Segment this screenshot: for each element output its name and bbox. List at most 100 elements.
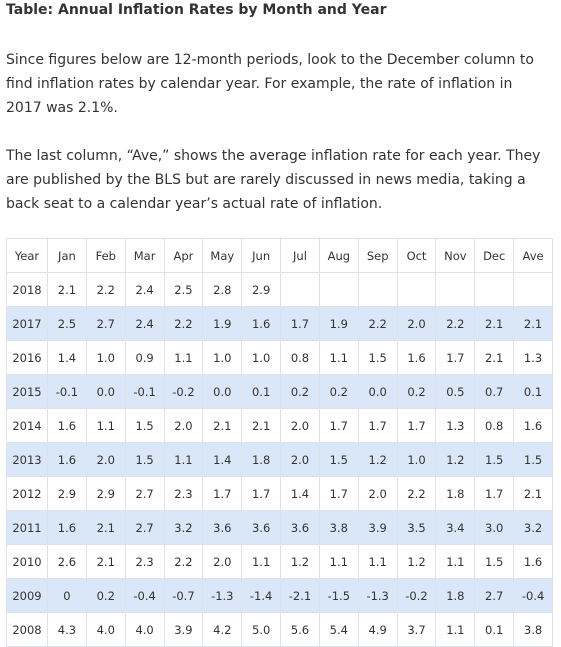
cell: 0.0 xyxy=(202,374,243,409)
cell: 1.7 xyxy=(280,306,320,341)
cell: 3.0 xyxy=(474,510,515,545)
cell: 0.2 xyxy=(280,374,320,409)
cell: 3.8 xyxy=(513,612,553,647)
column-header: Mar xyxy=(124,238,165,273)
cell: 1.5 xyxy=(357,340,398,375)
table-row: 2016 1.4 1.0 0.9 1.1 1.0 1.0 0.8 1.1 1.5 1.6 1.7 2.1… xyxy=(6,340,553,375)
cell: 2.0 xyxy=(396,306,437,341)
cell: 2.2 xyxy=(435,306,476,341)
paragraph: The last column, “Ave,” shows the averag… xyxy=(6,148,541,212)
cell: 1.0 xyxy=(241,340,282,375)
cell: -0.2 xyxy=(163,374,204,409)
cell: 2.4 xyxy=(124,306,165,341)
cell: 0.0 xyxy=(85,374,126,409)
cell: 2.2 xyxy=(163,306,204,341)
cell: 1.0 xyxy=(202,340,243,375)
empty-cell xyxy=(357,272,398,307)
cell: 3.6 xyxy=(280,510,320,545)
cell: 0.2 xyxy=(85,578,126,613)
empty-cell xyxy=(396,272,437,307)
table-row: 2011 1.6 2.1 2.7 3.2 3.6 3.6 3.6 3.8 3.9 3.5 3.4 3.0… xyxy=(6,510,553,545)
cell: 1.5 xyxy=(474,442,515,477)
empty-cell xyxy=(435,272,476,307)
cell: 2014 xyxy=(6,408,48,443)
cell: 1.6 xyxy=(47,408,87,443)
column-header: Jul xyxy=(280,238,320,273)
cell: 2.3 xyxy=(163,476,204,511)
cell: 1.8 xyxy=(435,476,476,511)
cell: -0.7 xyxy=(163,578,204,613)
table-row: 2017 2.5 2.7 2.4 2.2 1.9 1.6 1.7 1.9 2.2 2.0 2.2 2.1… xyxy=(6,306,553,341)
cell: -0.4 xyxy=(513,578,553,613)
cell: 1.6 xyxy=(241,306,282,341)
cell: 1.7 xyxy=(202,476,243,511)
column-header: Jan xyxy=(47,238,87,273)
column-header: Apr xyxy=(163,238,204,273)
cell: 2.1 xyxy=(241,408,282,443)
cell: 1.6 xyxy=(47,442,87,477)
cell: 2.1 xyxy=(513,306,553,341)
cell: 3.5 xyxy=(396,510,437,545)
cell: 2.2 xyxy=(396,476,437,511)
cell: -0.1 xyxy=(124,374,165,409)
cell: 3.9 xyxy=(357,510,398,545)
cell: 1.7 xyxy=(318,476,359,511)
cell: 0.1 xyxy=(474,612,515,647)
empty-cell xyxy=(513,272,553,307)
cell: 1.1 xyxy=(435,612,476,647)
cell: 4.3 xyxy=(47,612,87,647)
cell: 3.8 xyxy=(318,510,359,545)
table-row: 2015 -0.1 0.0 -0.1 -0.2 0.0 0.1 0.2 0.2 0.0 0.2 0.5… xyxy=(6,374,553,409)
cell: 1.1 xyxy=(163,442,204,477)
cell: 2.3 xyxy=(124,544,165,579)
cell: 2.6 xyxy=(47,544,87,579)
cell: 1.7 xyxy=(357,408,398,443)
cell: 1.5 xyxy=(318,442,359,477)
cell: 1.4 xyxy=(280,476,320,511)
cell: 4.2 xyxy=(202,612,243,647)
cell: 2.2 xyxy=(163,544,204,579)
paragraph: Since figures below are 12-month periods… xyxy=(6,52,534,116)
cell: -0.2 xyxy=(396,578,437,613)
column-header: Jun xyxy=(241,238,282,273)
cell: 2.0 xyxy=(357,476,398,511)
cell: 2.7 xyxy=(85,306,126,341)
cell: 1.1 xyxy=(241,544,282,579)
cell: 1.1 xyxy=(163,340,204,375)
table-head: Year Jan Feb Mar Apr May Jun Jul Aug Sep Oct Nov Dec… xyxy=(6,238,553,273)
cell: 1.1 xyxy=(85,408,126,443)
cell: 5.0 xyxy=(241,612,282,647)
cell: 0.7 xyxy=(474,374,515,409)
cell: 1.1 xyxy=(357,544,398,579)
cell: 2.1 xyxy=(513,476,553,511)
cell: 3.4 xyxy=(435,510,476,545)
cell: 1.5 xyxy=(124,442,165,477)
header-row: Year Jan Feb Mar Apr May Jun Jul Aug Sep Oct Nov Dec… xyxy=(6,238,553,273)
table-row: 2012 2.9 2.9 2.7 2.3 1.7 1.7 1.4 1.7 2.0 2.2 1.8 1.7… xyxy=(6,476,553,511)
cell: 2008 xyxy=(6,612,48,647)
column-header: Oct xyxy=(396,238,437,273)
cell: 3.6 xyxy=(241,510,282,545)
cell: 3.2 xyxy=(513,510,553,545)
cell: -2.1 xyxy=(280,578,320,613)
cell: 3.9 xyxy=(163,612,204,647)
cell: 1.2 xyxy=(280,544,320,579)
cell: 2010 xyxy=(6,544,48,579)
cell: 1.8 xyxy=(435,578,476,613)
cell: 2.0 xyxy=(202,544,243,579)
cell: 1.5 xyxy=(124,408,165,443)
cell: 0.1 xyxy=(513,374,553,409)
cell: 0.0 xyxy=(357,374,398,409)
cell: 3.7 xyxy=(396,612,437,647)
table-row: 2018 2.1 2.2 2.4 2.5 2.8 2.9 xyxy=(6,272,553,307)
cell: 0.2 xyxy=(318,374,359,409)
cell: 0.2 xyxy=(396,374,437,409)
cell: 1.0 xyxy=(396,442,437,477)
cell: 1.7 xyxy=(396,408,437,443)
cell: 1.2 xyxy=(435,442,476,477)
cell: 2012 xyxy=(6,476,48,511)
cell: 2018 xyxy=(6,272,48,307)
cell: -1.3 xyxy=(202,578,243,613)
table-row: 2010 2.6 2.1 2.3 2.2 2.0 1.1 1.2 1.1 1.1 1.2 1.1 1.5… xyxy=(6,544,553,579)
